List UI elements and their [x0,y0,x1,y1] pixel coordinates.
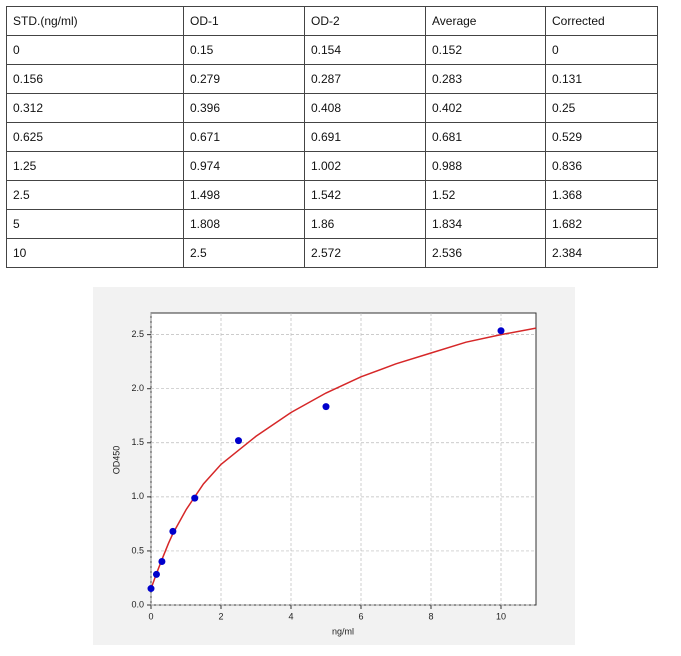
x-tick-label: 0 [148,611,153,621]
table-cell: 0.279 [183,64,305,94]
x-tick-label: 2 [218,611,223,621]
table-cell: 1.52 [425,180,546,210]
table-cell: 0.131 [545,64,658,94]
table-cell: STD.(ng/ml) [6,6,184,36]
table-cell: 1.25 [6,151,184,181]
table-cell: 0.408 [304,93,426,123]
header-row: STD.(ng/ml) OD-1 OD-2 Average Corrected [6,6,658,36]
table-cell: 0.836 [545,151,658,181]
table-cell: OD-1 [183,6,305,36]
table-cell: 0.312 [6,93,184,123]
table-cell: 5 [6,209,184,239]
table-cell: 1.542 [304,180,426,210]
table-cell: 0 [6,35,184,65]
table-cell: 0 [545,35,658,65]
table-cell: 1.498 [183,180,305,210]
table-row: 10 2.5 2.572 2.536 2.384 [6,238,658,268]
table-cell: OD-2 [304,6,426,36]
table-cell: 0.691 [304,122,426,152]
table-row: 0 0.15 0.154 0.152 0 [6,35,658,65]
y-tick-label: 0.5 [131,545,144,555]
table-cell: 0.15 [183,35,305,65]
table-cell: 0.671 [183,122,305,152]
plot-area [150,312,537,606]
fit-curve [150,327,537,590]
x-tick-label: 8 [428,611,433,621]
data-point [322,403,330,411]
table-cell: 0.681 [425,122,546,152]
table-row: 2.5 1.498 1.542 1.52 1.368 [6,180,658,210]
table-row: 0.312 0.396 0.408 0.402 0.25 [6,93,658,123]
table-cell: 0.402 [425,93,546,123]
table-cell: 1.86 [304,209,426,239]
table-cell: 2.384 [545,238,658,268]
table-row: 1.25 0.974 1.002 0.988 0.836 [6,151,658,181]
table-row: 0.156 0.279 0.287 0.283 0.131 [6,64,658,94]
table-cell: 0.396 [183,93,305,123]
y-tick-label: 1.0 [131,491,144,501]
x-tick-label: 6 [358,611,363,621]
table-cell: 0.529 [545,122,658,152]
chart: ng/ml OD450 0 2 4 6 8 10 0.0 0.5 1.0 1.5 2.0 2.5 [93,287,575,645]
table-cell: 0.152 [425,35,546,65]
y-tick-label: 1.5 [131,437,144,447]
y-axis-label: OD450 [111,446,121,475]
data-point [497,327,505,335]
table-cell: Average [425,6,546,36]
table-cell: 2.5 [183,238,305,268]
data-point [169,527,177,535]
y-tick-label: 2.5 [131,329,144,339]
table-row: 5 1.808 1.86 1.834 1.682 [6,209,658,239]
table-cell: 2.572 [304,238,426,268]
table-cell: 10 [6,238,184,268]
table-cell: 0.156 [6,64,184,94]
data-point [152,570,160,578]
x-axis-label: ng/ml [332,626,354,636]
data-point [147,585,155,593]
table-cell: 2.536 [425,238,546,268]
table-cell: 0.154 [304,35,426,65]
data-point [158,558,166,566]
table-row: 0.625 0.671 0.691 0.681 0.529 [6,122,658,152]
table-cell: 1.682 [545,209,658,239]
table-cell: 1.002 [304,151,426,181]
x-tick-label: 10 [496,611,506,621]
table-cell: 0.988 [425,151,546,181]
table-cell: 0.25 [545,93,658,123]
table-cell: 1.368 [545,180,658,210]
table-cell: 1.808 [183,209,305,239]
data-point [235,437,242,445]
data-point [191,494,199,502]
table-cell: Corrected [545,6,658,36]
table-cell: 0.283 [425,64,546,94]
table-cell: 2.5 [6,180,184,210]
data-table: STD.(ng/ml) OD-1 OD-2 Average Corrected 0 0.15… [6,6,658,268]
table-cell: 0.625 [6,122,184,152]
table-cell: 1.834 [425,209,546,239]
y-tick-label: 2.0 [131,383,144,393]
x-tick-label: 4 [288,611,293,621]
table-cell: 0.287 [304,64,426,94]
y-tick-label: 0.0 [131,599,144,609]
table-cell: 0.974 [183,151,305,181]
